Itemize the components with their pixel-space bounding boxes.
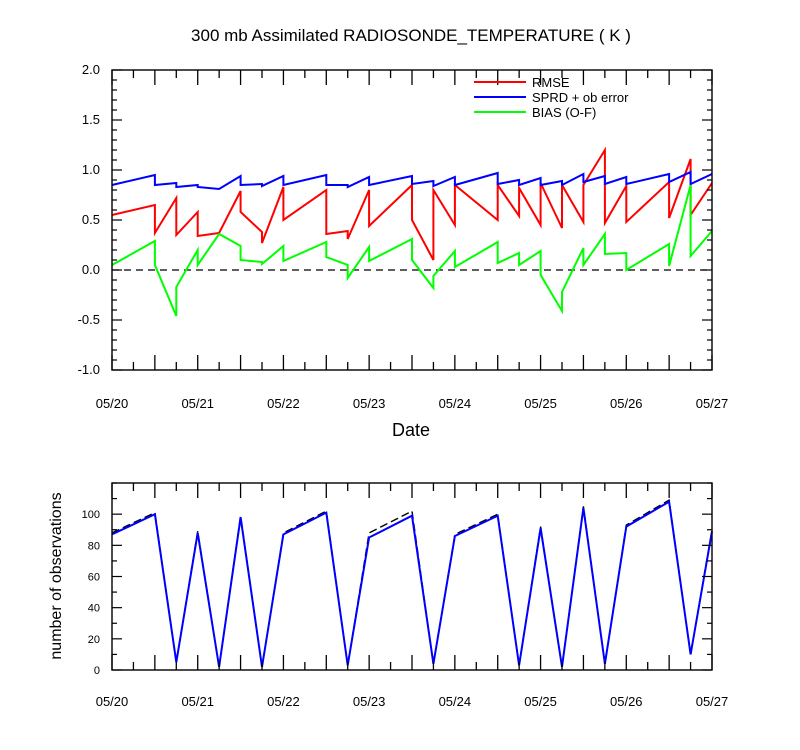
top-chart-ytick-label: 1.5 xyxy=(82,112,100,127)
bottom-chart-xtick-label: 05/24 xyxy=(439,694,472,709)
top-chart-title: 300 mb Assimilated RADIOSONDE_TEMPERATUR… xyxy=(191,26,631,45)
bottom-chart-ytick-label: 100 xyxy=(82,509,100,521)
bottom-chart-series-observations-possible xyxy=(111,498,713,668)
top-chart-ytick-label: -1.0 xyxy=(78,362,100,377)
bottom-chart-ytick-label: 0 xyxy=(94,665,100,677)
top-chart-xtick-label: 05/27 xyxy=(696,396,729,411)
top-chart-ytick-label: 0.0 xyxy=(82,262,100,277)
top-chart-ytick-label: 1.0 xyxy=(82,162,100,177)
top-chart-legend-label-sprd-ob-error: SPRD + ob error xyxy=(532,90,629,105)
bottom-chart: 05/20 05/21 05/22 05/23 05/24 05/25 05/26 05/27… xyxy=(82,482,729,709)
bottom-chart-xtick-label: 05/21 xyxy=(181,694,214,709)
top-chart-series-rmse xyxy=(111,146,713,261)
top-chart: 05/20 05/21 05/22 05/23 05/24 05/25 05/26 05/27… xyxy=(78,62,729,411)
top-chart-series-sprd-ob-error xyxy=(111,170,713,191)
bottom-chart-ytick-label: 60 xyxy=(88,572,100,584)
bottom-chart-xtick-label: 05/25 xyxy=(524,694,557,709)
top-chart-xtick-label: 05/26 xyxy=(610,396,643,411)
bottom-chart-xtick-label: 05/26 xyxy=(610,694,643,709)
top-chart-xtick-label: 05/23 xyxy=(353,396,386,411)
bottom-chart-ytick-label: 20 xyxy=(88,634,100,646)
bottom-chart-series-observations-used xyxy=(111,500,713,668)
bottom-chart-ytick-label: 80 xyxy=(88,540,100,552)
top-chart-series-bias-o-f xyxy=(111,184,713,317)
top-chart-xlabel: Date xyxy=(392,420,430,440)
bottom-chart-xtick-label: 05/22 xyxy=(267,694,300,709)
top-chart-ytick-label: -0.5 xyxy=(78,312,100,327)
bottom-chart-plot-frame xyxy=(111,482,713,671)
top-chart-legend-label-rmse: RMSE xyxy=(532,75,570,90)
top-chart-xtick-label: 05/24 xyxy=(439,396,472,411)
bottom-chart-xtick-label: 05/20 xyxy=(96,694,129,709)
bottom-chart-ytick-label: 40 xyxy=(88,603,100,615)
top-chart-ytick-label: 0.5 xyxy=(82,212,100,227)
bottom-chart-ylabel: number of observations xyxy=(48,492,65,659)
top-chart-xtick-label: 05/25 xyxy=(524,396,557,411)
bottom-chart-xtick-label: 05/23 xyxy=(353,694,386,709)
top-chart-xtick-label: 05/20 xyxy=(96,396,129,411)
top-chart-legend-label-bias-o-f: BIAS (O-F) xyxy=(532,105,596,120)
top-chart-xtick-label: 05/21 xyxy=(181,396,214,411)
bottom-chart-xtick-label: 05/27 xyxy=(696,694,729,709)
top-chart-ytick-label: 2.0 xyxy=(82,62,100,77)
top-chart-xtick-label: 05/22 xyxy=(267,396,300,411)
